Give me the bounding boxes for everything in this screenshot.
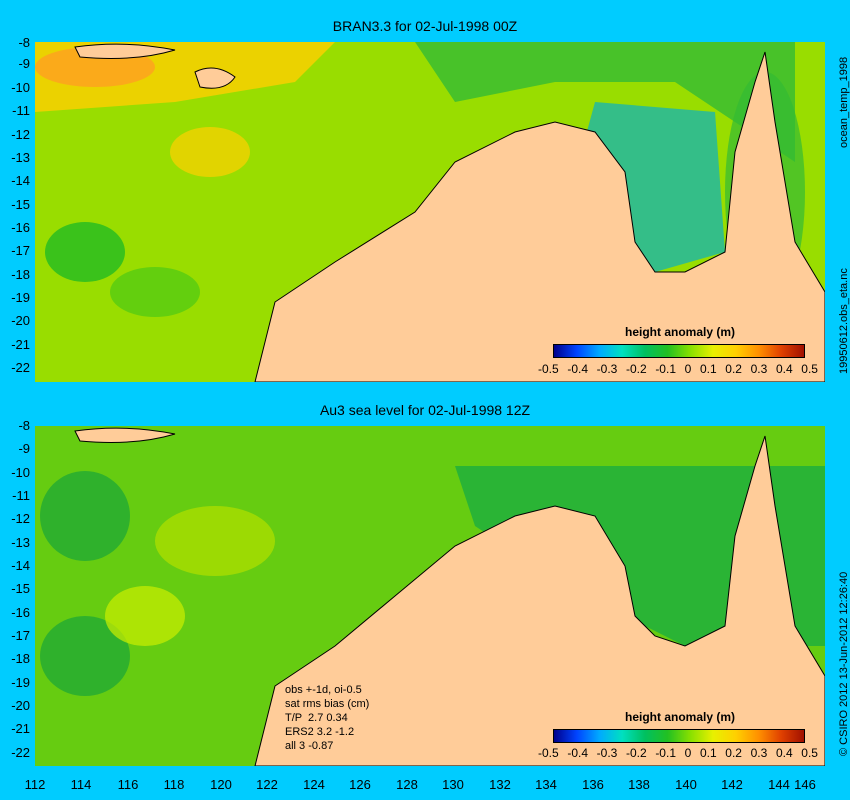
colorbar-label: -0.3 <box>596 362 618 376</box>
colorbar-label: 0.4 <box>775 362 793 376</box>
y-tick-label: -22 <box>11 745 30 760</box>
bottom-map-title: Au3 sea level for 02-Jul-1998 12Z <box>319 402 531 418</box>
x-tick-label: 138 <box>628 777 650 792</box>
y-tick-label: -22 <box>11 360 30 375</box>
y-tick-label: -16 <box>11 220 30 235</box>
colorbar-label: -0.1 <box>655 362 676 376</box>
note-line: all 3 -0.87 <box>285 740 334 752</box>
x-tick-label: 118 <box>163 777 185 792</box>
x-tick-label: 116 <box>117 777 139 792</box>
colorbar-label: 0.1 <box>699 746 717 760</box>
x-tick-label: 142 <box>721 777 743 792</box>
top-map-panel <box>35 42 825 382</box>
y-tick-label: -9 <box>18 56 30 71</box>
x-tick-label: 132 <box>489 777 511 792</box>
y-tick-label: -9 <box>18 441 30 456</box>
colorbar-label: 0.3 <box>750 746 768 760</box>
y-tick-label: -13 <box>11 535 30 550</box>
y-tick-label: -15 <box>11 581 30 596</box>
y-tick-label: -16 <box>11 605 30 620</box>
y-tick-label: -21 <box>11 337 30 352</box>
note-line: sat rms bias (cm) <box>285 698 370 710</box>
colorbar-label: -0.4 <box>567 362 589 376</box>
y-tick-label: -17 <box>11 628 30 643</box>
y-tick-label: -10 <box>11 80 30 95</box>
colorbar-label: 0.1 <box>699 362 717 376</box>
y-tick-label: -19 <box>11 290 30 305</box>
y-tick-label: -21 <box>11 721 30 736</box>
y-tick-label: -10 <box>11 465 30 480</box>
y-tick-label: -8 <box>18 418 30 433</box>
x-tick-label: 120 <box>210 777 232 792</box>
top-side-label-1: ocean_temp_1998 <box>838 56 850 148</box>
y-tick-label: -15 <box>11 197 30 212</box>
colorbar-label: 0.4 <box>775 746 793 760</box>
y-tick-label: -8 <box>18 35 30 50</box>
colorbar-label: -0.4 <box>567 746 589 760</box>
y-tick-label: -11 <box>12 488 30 503</box>
note-line: ERS2 3.2 -1.2 <box>285 726 355 738</box>
colorbar-label: -0.2 <box>625 362 647 376</box>
y-tick-label: -14 <box>11 558 30 573</box>
colorbar-label: 0 <box>684 746 692 760</box>
y-tick-label: -12 <box>11 511 30 526</box>
colorbar-label: 0.5 <box>801 746 818 760</box>
y-tick-label: -11 <box>12 103 30 118</box>
x-tick-label: 114 <box>70 777 92 792</box>
y-tick-label: -18 <box>11 267 30 282</box>
top-side-label-2: 19950612.obs_eta.nc <box>838 268 850 374</box>
obs-notes: obs +-1d, oi-0.5 sat rms bias (cm) T/P 2… <box>285 683 369 753</box>
y-tick-label: -18 <box>11 651 30 666</box>
colorbar-label: 0.2 <box>725 746 742 760</box>
x-tick-label: 122 <box>256 777 278 792</box>
x-tick-label: 136 <box>582 777 604 792</box>
y-tick-label: -13 <box>11 150 30 165</box>
colorbar-label: 0.3 <box>750 362 768 376</box>
top-colorbar-labels: -0.5 -0.4 -0.3 -0.2 -0.1 0 0.1 0.2 0.3 0… <box>538 362 818 376</box>
colorbar-label: 0 <box>684 362 692 376</box>
y-tick-label: -12 <box>11 127 30 142</box>
colorbar-label: -0.2 <box>625 746 647 760</box>
top-colorbar-title: height anomaly (m) <box>624 325 735 339</box>
x-tick-label: 112 <box>24 777 46 792</box>
colorbar-label: 0.5 <box>801 362 818 376</box>
top-map-title: BRAN3.3 for 02-Jul-1998 00Z <box>332 18 518 34</box>
colorbar-label: -0.3 <box>596 746 618 760</box>
bottom-colorbar-title: height anomaly (m) <box>624 710 735 724</box>
x-tick-label: 130 <box>442 777 464 792</box>
x-tick-label: 128 <box>396 777 418 792</box>
y-tick-label: -14 <box>11 173 30 188</box>
x-tick-label: 146 <box>794 777 816 792</box>
colorbar-label: 0.2 <box>725 362 742 376</box>
y-tick-label: -20 <box>11 313 30 328</box>
y-tick-label: -17 <box>11 243 30 258</box>
x-tick-label: 124 <box>303 777 325 792</box>
bottom-side-label: © CSIRO 2012 13-Jun-2012 12:26:40 <box>838 571 850 756</box>
x-tick-label: 144 <box>768 777 790 792</box>
top-colorbar <box>553 344 805 358</box>
x-tick-label: 126 <box>349 777 371 792</box>
colorbar-label: -0.1 <box>655 746 676 760</box>
note-line: T/P 2.7 0.34 <box>285 712 348 724</box>
bottom-colorbar <box>553 729 805 743</box>
colorbar-label: -0.5 <box>538 362 559 376</box>
bottom-colorbar-labels: -0.5 -0.4 -0.3 -0.2 -0.1 0 0.1 0.2 0.3 0… <box>538 746 818 760</box>
y-tick-label: -20 <box>11 698 30 713</box>
x-tick-label: 140 <box>675 777 697 792</box>
bottom-map-panel <box>35 426 825 766</box>
note-line: obs +-1d, oi-0.5 <box>285 684 362 696</box>
colorbar-label: -0.5 <box>538 746 559 760</box>
y-tick-label: -19 <box>11 675 30 690</box>
x-tick-label: 134 <box>535 777 557 792</box>
